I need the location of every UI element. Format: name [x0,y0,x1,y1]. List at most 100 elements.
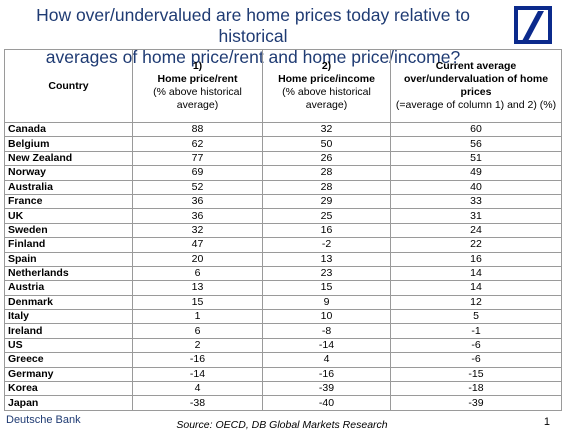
home-price-income-cell: -14 [262,337,391,354]
home-price-income-cell: 23 [262,265,391,282]
table-row: Netherlands 6 23 14 [4,265,562,282]
table-body: Canada 88 32 60 Belgium 62 50 56 New Zealand 77 26… [4,121,562,411]
current-average-cell: 56 [390,136,562,152]
home-price-income-cell: 25 [262,208,391,224]
current-average-cell: -18 [390,381,562,397]
table-row: Japan -38 -40 -39 [4,395,562,411]
home-price-rent-cell: 77 [132,150,263,167]
home-price-income-cell: 16 [262,222,391,239]
home-price-income-cell: 28 [262,165,391,181]
country-cell: Austria [4,280,133,296]
current-average-cell: -6 [390,352,562,368]
country-cell: Germany [4,366,133,383]
home-price-rent-cell: 13 [132,280,263,296]
footer-bank-name: Deutsche Bank [6,414,81,426]
country-cell: Belgium [4,136,133,152]
home-price-rent-cell: 4 [132,381,263,397]
current-average-cell: 24 [390,222,562,239]
home-price-rent-cell: 20 [132,251,263,267]
country-cell: UK [4,208,133,224]
table-row: Denmark 15 9 12 [4,294,562,311]
table-row: Italy 1 10 5 [4,309,562,325]
country-cell: Spain [4,251,133,267]
current-average-cell: 14 [390,265,562,282]
home-price-income-cell: 4 [262,352,391,368]
home-price-income-cell: 10 [262,309,391,325]
current-average-cell: 31 [390,208,562,224]
home-price-rent-cell: 6 [132,323,263,339]
home-price-rent-cell: 47 [132,237,263,253]
current-average-cell: 22 [390,237,562,253]
home-price-rent-cell: 15 [132,294,263,311]
current-average-cell: 40 [390,179,562,195]
country-cell: Finland [4,237,133,253]
footer-source: Source: OECD, DB Global Markets Research [176,419,388,431]
table-row: Norway 69 28 49 [4,165,562,181]
current-average-cell: 49 [390,165,562,181]
page-number: 1 [543,416,550,428]
home-price-rent-cell: 32 [132,222,263,239]
table-row: Austria 13 15 14 [4,280,562,296]
table-row: New Zealand 77 26 51 [4,150,562,167]
current-average-cell: 16 [390,251,562,267]
home-price-rent-cell: 36 [132,193,263,210]
home-price-income-cell: 29 [262,193,391,210]
country-cell: Canada [4,121,133,138]
header-country: Country [4,49,133,123]
country-cell: Denmark [4,294,133,311]
table-row: Canada 88 32 60 [4,121,562,138]
header-current-average: Current average over/undervaluation of h… [390,49,562,123]
current-average-cell: 60 [390,121,562,138]
home-price-rent-cell: 52 [132,179,263,195]
current-average-cell: -6 [390,337,562,354]
current-average-cell: -15 [390,366,562,383]
home-price-income-cell: -40 [262,395,391,411]
header-home-price-income: 2) Home price/income (% above historical… [262,49,391,123]
country-cell: New Zealand [4,150,133,167]
country-cell: Korea [4,381,133,397]
valuation-table: Country 1) Home price/rent (% above hist… [4,49,562,411]
current-average-cell: -39 [390,395,562,411]
header-home-price-rent: 1) Home price/rent (% above historical a… [132,49,263,123]
current-average-cell: 14 [390,280,562,296]
home-price-rent-cell: 36 [132,208,263,224]
current-average-cell: 51 [390,150,562,167]
home-price-rent-cell: 88 [132,121,263,138]
home-price-rent-cell: 6 [132,265,263,282]
table-row: Greece -16 4 -6 [4,352,562,368]
home-price-income-cell: 9 [262,294,391,311]
country-cell: Greece [4,352,133,368]
title-line-1: How over/undervalued are home prices tod… [36,5,470,46]
deutsche-bank-logo-icon [514,6,552,44]
current-average-cell: 12 [390,294,562,311]
country-cell: US [4,337,133,354]
home-price-income-cell: 50 [262,136,391,152]
table-row: Australia 52 28 40 [4,179,562,195]
table-row: Finland 47 -2 22 [4,237,562,253]
country-cell: Australia [4,179,133,195]
home-price-income-cell: 32 [262,121,391,138]
country-cell: Sweden [4,222,133,239]
home-price-income-cell: -39 [262,381,391,397]
home-price-rent-cell: 69 [132,165,263,181]
home-price-rent-cell: -38 [132,395,263,411]
table-row: France 36 29 33 [4,193,562,210]
home-price-rent-cell: -14 [132,366,263,383]
home-price-income-cell: -8 [262,323,391,339]
current-average-cell: -1 [390,323,562,339]
table-row: Germany -14 -16 -15 [4,366,562,383]
table-row: Spain 20 13 16 [4,251,562,267]
home-price-rent-cell: 62 [132,136,263,152]
home-price-rent-cell: -16 [132,352,263,368]
home-price-income-cell: -2 [262,237,391,253]
table-row: Sweden 32 16 24 [4,222,562,239]
country-cell: Ireland [4,323,133,339]
table-header-row: Country 1) Home price/rent (% above hist… [4,49,562,123]
table-row: Ireland 6 -8 -1 [4,323,562,339]
country-cell: Norway [4,165,133,181]
table-row: Belgium 62 50 56 [4,136,562,152]
home-price-income-cell: 28 [262,179,391,195]
table-row: UK 36 25 31 [4,208,562,224]
table-row: US 2 -14 -6 [4,337,562,354]
country-cell: Netherlands [4,265,133,282]
